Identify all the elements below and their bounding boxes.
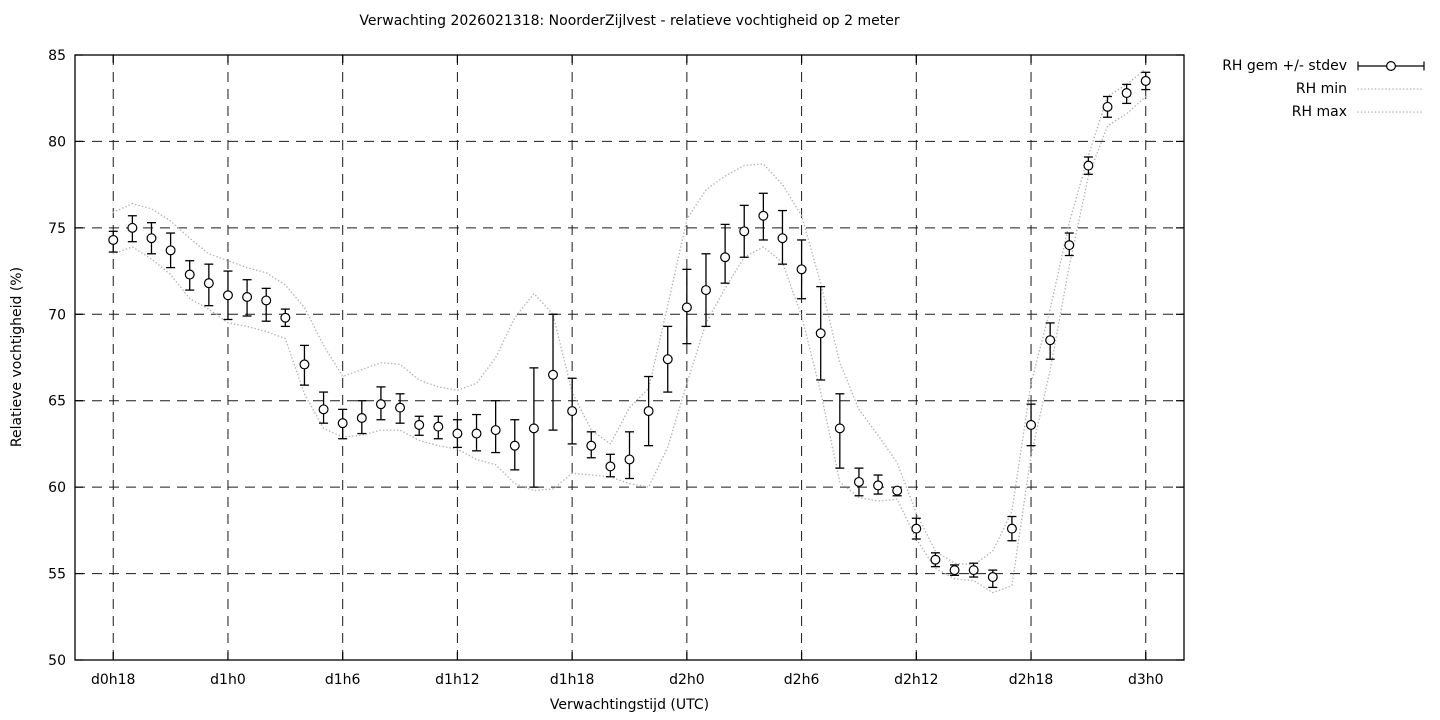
x-tick-label: d1h18 bbox=[550, 672, 594, 688]
y-tick-label: 65 bbox=[48, 394, 66, 410]
x-tick-label: d1h6 bbox=[325, 672, 361, 688]
errorbar-sample-icon bbox=[1357, 60, 1425, 71]
data-point bbox=[1064, 240, 1075, 251]
legend: RH gem +/- stdev RH min RH max bbox=[1222, 54, 1426, 123]
data-point bbox=[1121, 88, 1132, 99]
x-tick-label: d2h12 bbox=[894, 672, 938, 688]
legend-label-rh-gem: RH gem +/- stdev bbox=[1222, 57, 1347, 74]
data-point bbox=[280, 312, 291, 323]
data-point bbox=[452, 428, 463, 439]
data-point bbox=[586, 440, 597, 451]
data-point bbox=[1045, 335, 1056, 346]
legend-entry-rh-gem: RH gem +/- stdev bbox=[1222, 54, 1426, 77]
dotted-line-sample-icon-max bbox=[1357, 110, 1425, 113]
data-point bbox=[739, 226, 750, 237]
data-point bbox=[873, 480, 884, 491]
y-tick-label: 75 bbox=[48, 221, 66, 237]
data-point bbox=[490, 425, 501, 436]
data-point bbox=[184, 269, 195, 280]
legend-entry-rh-max: RH max bbox=[1222, 100, 1426, 123]
data-point bbox=[662, 354, 673, 365]
legend-label-rh-min: RH min bbox=[1295, 80, 1347, 97]
data-point bbox=[414, 419, 425, 430]
x-tick-label: d1h12 bbox=[435, 672, 479, 688]
y-tick-label: 80 bbox=[48, 134, 66, 150]
data-point bbox=[299, 359, 310, 370]
data-point bbox=[318, 404, 329, 415]
data-point bbox=[567, 406, 578, 417]
data-point bbox=[509, 440, 520, 451]
data-point bbox=[375, 399, 386, 410]
data-point bbox=[1140, 75, 1151, 86]
data-point bbox=[968, 565, 979, 576]
data-point bbox=[1083, 160, 1094, 171]
data-point bbox=[203, 278, 214, 289]
plot-border bbox=[74, 54, 1185, 661]
y-tick-label: 85 bbox=[48, 48, 66, 64]
x-tick-label: d0h18 bbox=[91, 672, 135, 688]
data-point bbox=[892, 485, 903, 496]
chart-title: Verwachting 2026021318: NoorderZijlvest … bbox=[359, 13, 900, 29]
dotted-line-sample-icon-min bbox=[1357, 87, 1425, 90]
rh-max-line bbox=[112, 68, 1147, 566]
data-point bbox=[1026, 419, 1037, 430]
data-point bbox=[127, 222, 138, 233]
y-axis-title: Relatieve vochtigheid (%) bbox=[9, 266, 25, 448]
data-point bbox=[471, 428, 482, 439]
data-point bbox=[1102, 101, 1113, 112]
data-point bbox=[911, 523, 922, 534]
data-point bbox=[548, 369, 559, 380]
data-point bbox=[222, 290, 233, 301]
y-tick-label: 50 bbox=[48, 653, 66, 669]
data-point bbox=[681, 302, 692, 313]
x-tick-label: d2h0 bbox=[669, 672, 705, 688]
data-point bbox=[949, 565, 960, 576]
data-point bbox=[643, 406, 654, 417]
x-tick-label: d3h0 bbox=[1128, 672, 1164, 688]
data-point bbox=[356, 413, 367, 424]
data-point bbox=[395, 402, 406, 413]
data-point bbox=[242, 292, 253, 303]
data-point bbox=[930, 554, 941, 565]
data-point bbox=[815, 328, 826, 339]
data-point bbox=[758, 210, 769, 221]
data-point bbox=[165, 245, 176, 256]
data-point bbox=[777, 233, 788, 244]
data-point bbox=[853, 476, 864, 487]
rh-min-line bbox=[112, 95, 1147, 594]
data-point bbox=[1006, 523, 1017, 534]
data-point bbox=[433, 421, 444, 432]
y-tick-label: 60 bbox=[48, 480, 66, 496]
y-tick-label: 55 bbox=[48, 567, 66, 583]
data-point bbox=[528, 423, 539, 434]
data-point bbox=[605, 461, 616, 472]
y-tick-label: 70 bbox=[48, 307, 66, 323]
x-tick-label: d2h18 bbox=[1009, 672, 1053, 688]
data-point bbox=[108, 234, 119, 245]
data-point bbox=[261, 295, 272, 306]
data-point bbox=[796, 264, 807, 275]
data-point bbox=[987, 572, 998, 583]
data-point bbox=[146, 233, 157, 244]
x-tick-label: d1h0 bbox=[210, 672, 246, 688]
x-tick-label: d2h6 bbox=[784, 672, 820, 688]
x-axis-title: Verwachtingstijd (UTC) bbox=[549, 697, 710, 713]
data-point bbox=[720, 252, 731, 263]
data-point bbox=[700, 285, 711, 296]
legend-label-rh-max: RH max bbox=[1291, 103, 1347, 120]
data-point bbox=[337, 418, 348, 429]
legend-entry-rh-min: RH min bbox=[1222, 77, 1426, 100]
data-point bbox=[624, 454, 635, 465]
data-point bbox=[834, 423, 845, 434]
